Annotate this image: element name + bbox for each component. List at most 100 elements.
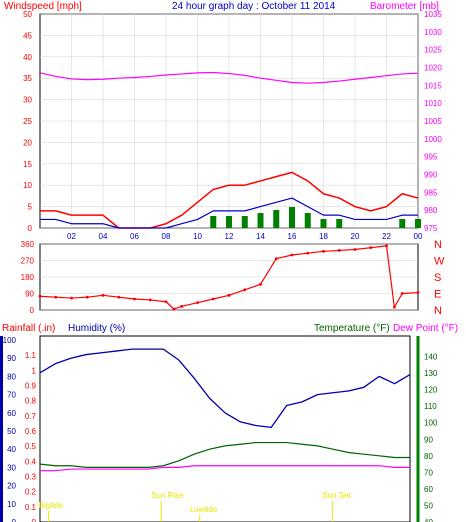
wind-y-tick-label: 30: [23, 96, 32, 105]
wind-activity-bar: [399, 219, 406, 228]
barometer-y-ticks: 975 980 985 990 995 1000 1005 1010 1015 1020 1025 1…: [424, 10, 442, 233]
wind-x-tick-label: 10: [193, 232, 202, 241]
humidity-y-tick-label: 70: [7, 391, 16, 400]
wind-x-tick-label: 20: [351, 232, 360, 241]
wind-x-tick-label: 14: [256, 232, 265, 241]
wind-y-tick-label: 20: [23, 138, 32, 147]
direction-letter: N: [434, 239, 442, 251]
chart-title: 24 hour graph day : October 11 2014: [172, 1, 336, 12]
direction-y-tick-label: 180: [21, 273, 35, 282]
humidity-ylabel: Humidity (%): [68, 323, 125, 334]
humidity-y-tick-label: 80: [7, 372, 16, 381]
humidity-y-tick-label: 30: [7, 463, 16, 472]
barometer-y-tick-label: 975: [424, 224, 438, 233]
wind-gust-line: [40, 171, 419, 229]
barometer-y-tick-label: 1005: [424, 117, 442, 126]
rainfall-y-tick-label: 0.9: [25, 382, 37, 391]
direction-letter: W: [434, 256, 445, 268]
event-label: Bigtide: [39, 501, 64, 510]
direction-point: [290, 253, 294, 257]
direction-point: [180, 304, 184, 308]
temperature-y-ticks: 40 50 60 70 80 90 100 110 120 130 140: [424, 353, 438, 522]
wind-activity-bar: [320, 219, 327, 228]
barometer-y-tick-label: 1015: [424, 81, 442, 90]
direction-point: [70, 296, 73, 300]
wind-activity-bar: [210, 216, 217, 228]
rainfall-y-tick-label: 0.5: [25, 442, 37, 451]
dewpoint-ylabel: Dew Point (°F): [393, 323, 458, 334]
wind-x-tick-label: 00: [414, 232, 423, 241]
direction-marks: [38, 244, 420, 311]
temperature-line: [39, 441, 410, 468]
wind-x-tick-label: 18: [319, 232, 328, 241]
wind-activity-bar: [336, 219, 343, 228]
wind-activity-bar: [415, 219, 421, 228]
humidity-y-tick-label: 90: [7, 354, 16, 363]
rainfall-ylabel: Rainfall (.in): [2, 323, 55, 334]
temperature-y-tick-label: 100: [424, 419, 438, 428]
direction-point: [243, 288, 247, 292]
direction-point: [196, 301, 199, 305]
wind-x-tick-label: 04: [99, 232, 108, 241]
barometer-y-tick-label: 1020: [424, 64, 442, 73]
barometer-y-tick-label: 990: [424, 171, 438, 180]
wind-average-line: [40, 197, 418, 229]
direction-panel-grid: [40, 243, 418, 311]
direction-line: [39, 245, 419, 310]
barometer-y-tick-label: 995: [424, 153, 438, 162]
wind-x-tick-label: 06: [130, 232, 139, 241]
temperature-y-tick-label: 70: [424, 468, 433, 477]
direction-point: [392, 305, 396, 309]
direction-point: [117, 295, 121, 299]
temperature-y-tick-label: 60: [424, 485, 433, 494]
wind-ylabel: Windspeed [mph]: [4, 1, 82, 12]
event-label: Sun Set: [322, 491, 351, 500]
wind-panel-grid: [40, 13, 419, 229]
barometer-y-tick-label: 1000: [424, 135, 442, 144]
humidity-y-tick-label: 100: [3, 336, 17, 345]
temperature-y-tick-label: 110: [424, 402, 437, 411]
event-label: Lowtide: [190, 505, 218, 514]
direction-point: [306, 251, 310, 255]
direction-letter: E: [434, 289, 441, 301]
rainfall-y-tick-label: 0.4: [25, 457, 37, 466]
direction-letter: S: [434, 272, 441, 284]
humidity-y-tick-label: 50: [7, 427, 16, 436]
climate-marks: [39, 348, 411, 472]
wind-y-tick-label: 0: [28, 224, 33, 233]
direction-y-tick-label: 0: [30, 306, 35, 315]
direction-y-tick-label: 90: [25, 290, 34, 299]
humidity-line: [39, 348, 411, 429]
direction-point: [85, 295, 89, 299]
barometer-y-tick-label: 1025: [424, 46, 442, 55]
wind-activity-bar: [257, 213, 264, 228]
temperature-ylabel: Temperature (°F): [314, 323, 390, 334]
direction-point: [259, 282, 262, 286]
wind-x-tick-label: 08: [162, 232, 171, 241]
temperature-y-tick-label: 140: [424, 353, 438, 362]
temperature-y-tick-label: 90: [424, 435, 433, 444]
direction-point: [227, 293, 231, 297]
direction-point: [322, 249, 325, 253]
direction-point: [400, 292, 404, 295]
wind-activity-bar: [289, 207, 295, 228]
direction-letter: N: [434, 305, 442, 317]
wind-y-tick-label: 45: [23, 31, 32, 40]
barometer-y-tick-label: 980: [424, 206, 438, 215]
direction-point: [416, 291, 420, 294]
wind-activity-bar: [273, 210, 280, 228]
humidity-y-tick-label: 40: [7, 445, 16, 454]
rainfall-y-tick-label: 1.1: [25, 351, 37, 360]
wind-x-tick-label: 16: [288, 232, 297, 241]
direction-y-tick-label: 360: [21, 240, 35, 249]
barometer-y-tick-label: 1030: [424, 28, 442, 37]
event-markers: Bigtide Sun Rise Lowtide Sun Set: [39, 491, 352, 522]
wind-y-tick-label: 35: [23, 74, 32, 83]
wind-x-tick-label: 12: [225, 232, 234, 241]
rainfall-y-tick-label: 0.1: [25, 503, 37, 512]
temperature-y-tick-label: 50: [424, 501, 433, 510]
temperature-y-tick-label: 80: [424, 452, 433, 461]
direction-point: [38, 294, 42, 298]
event-label: Sun Rise: [151, 491, 184, 500]
